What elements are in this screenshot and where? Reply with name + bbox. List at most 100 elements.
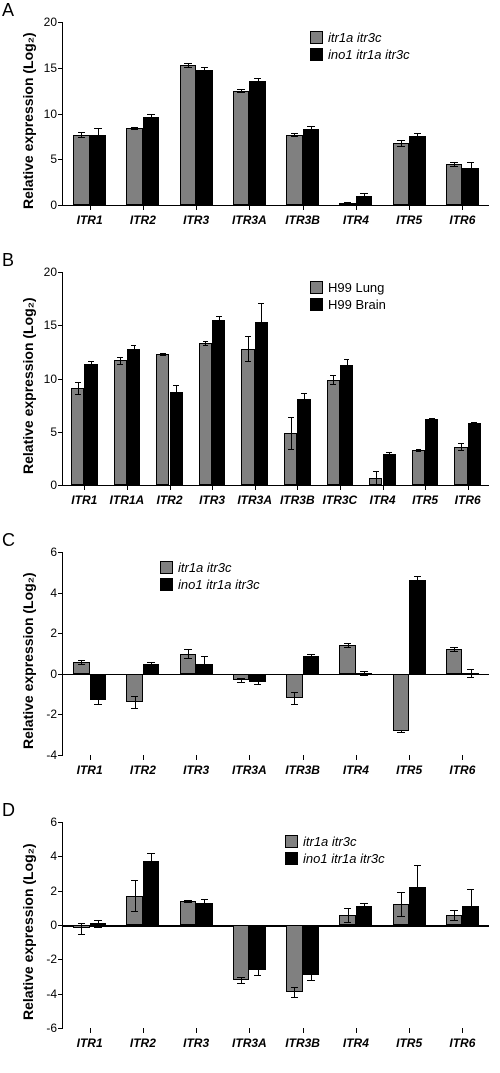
x-tick bbox=[249, 1028, 250, 1033]
error-bar bbox=[304, 393, 305, 404]
error-bar bbox=[261, 303, 262, 341]
bar bbox=[286, 925, 303, 992]
zero-axis bbox=[63, 925, 489, 927]
x-tick-label: ITR3A bbox=[232, 763, 267, 777]
bar bbox=[303, 129, 320, 205]
error-bar bbox=[204, 656, 205, 672]
bar bbox=[170, 392, 183, 485]
error-cap bbox=[397, 146, 404, 147]
x-tick bbox=[196, 1028, 197, 1033]
x-tick-label: ITR6 bbox=[449, 763, 475, 777]
error-cap bbox=[471, 422, 477, 423]
x-tick-label: ITR1A bbox=[110, 493, 145, 507]
error-bar bbox=[348, 908, 349, 922]
y-tick-label: 0 bbox=[50, 478, 63, 492]
error-cap bbox=[397, 916, 404, 917]
x-tick bbox=[303, 205, 304, 210]
y-axis-label: Relative expression (Log₂) bbox=[20, 843, 36, 1020]
error-cap bbox=[94, 704, 101, 705]
error-bar bbox=[294, 692, 295, 704]
error-bar bbox=[78, 382, 79, 395]
error-cap bbox=[467, 677, 474, 678]
error-cap bbox=[344, 204, 351, 205]
error-bar bbox=[135, 880, 136, 911]
x-tick-label: ITR3B bbox=[285, 1036, 320, 1050]
error-cap bbox=[397, 140, 404, 141]
error-cap bbox=[184, 902, 191, 903]
y-tick-label: 20 bbox=[44, 265, 63, 279]
bar bbox=[180, 65, 197, 205]
bar bbox=[383, 454, 396, 485]
legend: H99 LungH99 Brain bbox=[310, 280, 386, 314]
error-cap bbox=[147, 870, 154, 871]
error-bar bbox=[294, 987, 295, 997]
plot-area: -4-20246ITR1ITR2ITR3ITR3AITR3BITR4ITR5IT… bbox=[62, 552, 489, 755]
x-tick-label: ITR3 bbox=[183, 1036, 209, 1050]
error-bar bbox=[204, 899, 205, 906]
x-tick-label: ITR2 bbox=[156, 493, 182, 507]
panel-b: B05101520ITR1ITR1AITR2ITR3ITR3AITR3BITR3… bbox=[0, 250, 500, 530]
x-tick bbox=[143, 205, 144, 210]
x-tick-label: ITR3A bbox=[232, 213, 267, 227]
x-tick-label: ITR1 bbox=[77, 213, 103, 227]
error-bar bbox=[248, 336, 249, 362]
error-cap bbox=[416, 449, 422, 450]
x-tick bbox=[356, 205, 357, 210]
x-tick-label: ITR6 bbox=[449, 213, 475, 227]
error-cap bbox=[147, 121, 154, 122]
bar bbox=[446, 649, 463, 673]
bar bbox=[199, 343, 212, 485]
error-cap bbox=[173, 385, 179, 386]
error-cap bbox=[184, 67, 191, 68]
error-cap bbox=[450, 162, 457, 163]
error-cap bbox=[94, 927, 101, 928]
bar bbox=[409, 580, 426, 673]
bar bbox=[196, 70, 213, 205]
error-bar bbox=[471, 669, 472, 677]
bar bbox=[468, 423, 481, 485]
x-tick-label: ITR6 bbox=[455, 493, 481, 507]
error-bar bbox=[151, 114, 152, 121]
bar bbox=[393, 674, 410, 731]
x-tick-label: ITR4 bbox=[343, 213, 369, 227]
error-bar bbox=[454, 910, 455, 920]
x-tick bbox=[84, 485, 85, 490]
error-cap bbox=[344, 643, 351, 644]
error-cap bbox=[201, 906, 208, 907]
y-tick-label: 0 bbox=[50, 198, 63, 212]
error-cap bbox=[458, 443, 464, 444]
legend-swatch bbox=[310, 281, 323, 294]
y-axis-label: Relative expression (Log₂) bbox=[20, 572, 36, 749]
bar bbox=[233, 91, 250, 205]
error-bar bbox=[471, 889, 472, 923]
error-cap bbox=[344, 359, 350, 360]
legend: itr1a itr3cino1 itr1a itr3c bbox=[310, 30, 410, 64]
legend-item: itr1a itr3c bbox=[285, 834, 385, 849]
error-cap bbox=[344, 647, 351, 648]
y-tick-label: -4 bbox=[46, 748, 63, 762]
plot-area: 05101520ITR1ITR2ITR3ITR3AITR3BITR4ITR5IT… bbox=[62, 22, 489, 206]
y-tick-label: 2 bbox=[50, 884, 63, 898]
x-tick bbox=[468, 485, 469, 490]
error-cap bbox=[237, 92, 244, 93]
bar bbox=[412, 450, 425, 485]
error-cap bbox=[307, 654, 314, 655]
x-tick-label: ITR2 bbox=[130, 1036, 156, 1050]
bar bbox=[212, 320, 225, 485]
x-tick bbox=[409, 1028, 410, 1033]
error-cap bbox=[75, 394, 81, 395]
error-cap bbox=[414, 133, 421, 134]
x-tick bbox=[212, 485, 213, 490]
bar bbox=[180, 901, 197, 925]
legend-swatch bbox=[160, 561, 173, 574]
error-bar bbox=[98, 128, 99, 141]
y-tick-label: 0 bbox=[50, 667, 63, 681]
error-cap bbox=[216, 324, 222, 325]
legend-swatch bbox=[310, 298, 323, 311]
x-tick bbox=[249, 205, 250, 210]
y-tick-label: -6 bbox=[46, 1021, 63, 1035]
error-cap bbox=[131, 708, 138, 709]
y-tick-label: 6 bbox=[50, 815, 63, 829]
error-cap bbox=[245, 336, 251, 337]
error-cap bbox=[254, 964, 261, 965]
